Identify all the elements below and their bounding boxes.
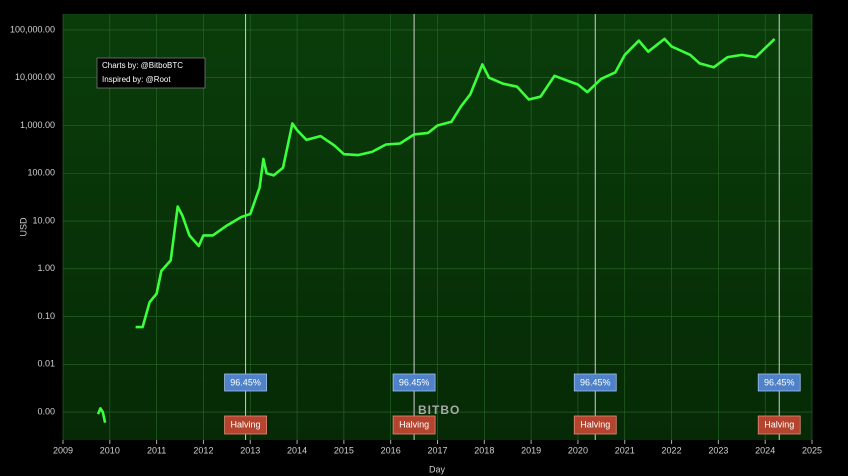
credits-box [96, 57, 206, 89]
x-tick-label: 2024 [755, 445, 775, 455]
y-tick-label: 0.10 [37, 311, 55, 321]
y-tick-label: 10.00 [32, 215, 55, 225]
percent-badge [224, 373, 267, 392]
x-tick-label: 2011 [147, 445, 166, 455]
percent-label: 96.45% [764, 377, 795, 387]
halving-label: Halving [580, 419, 610, 429]
halving-badge [392, 415, 436, 435]
x-tick-label: 2013 [240, 445, 260, 455]
y-tick-label: 0.00 [37, 406, 55, 416]
percent-label: 96.45% [580, 377, 611, 387]
watermark: BITBO [418, 403, 460, 417]
x-tick-label: 2019 [521, 445, 541, 455]
x-tick-label: 2012 [193, 445, 213, 455]
percent-badge [573, 373, 617, 392]
x-tick-label: 2017 [427, 445, 447, 455]
halving-badge [757, 415, 801, 435]
x-tick-label: 2020 [568, 445, 588, 455]
x-tick-label: 2018 [474, 445, 494, 455]
x-tick-label: 2010 [100, 445, 120, 455]
y-tick-label: 0.01 [37, 359, 55, 369]
percent-label: 96.45% [399, 377, 430, 387]
y-tick-label: 1.00 [37, 263, 55, 273]
x-tick-label: 2022 [662, 445, 682, 455]
y-tick-label: 100,000.00 [10, 24, 55, 34]
x-tick-label: 2021 [615, 445, 635, 455]
percent-label: 96.45% [230, 377, 261, 387]
labels: 0.00 0.01 0.10 1.00 10.00 100.00 1,000.00 10,00… [10, 24, 822, 455]
y-tick-label: 10,000.00 [15, 72, 55, 82]
halving-badge [224, 415, 267, 435]
percent-badge [392, 373, 436, 392]
x-tick-label: 2015 [334, 445, 354, 455]
halving-label: Halving [764, 419, 794, 429]
halving-label: Halving [231, 419, 261, 429]
y-tick-label: 100.00 [27, 168, 55, 178]
credit-text: Charts by: @BitboBTC [102, 61, 183, 70]
x-tick-label: 2023 [708, 445, 728, 455]
x-tick-label: 2014 [287, 445, 307, 455]
price-line [96, 37, 776, 423]
marks [96, 14, 780, 440]
x-axis-label: Day [429, 464, 446, 474]
halving-label: Halving [399, 419, 429, 429]
y-tick-label: 1,000.00 [20, 120, 55, 130]
credit-text: Inspired by: @Root [102, 75, 171, 84]
x-tick-label: 2025 [802, 445, 822, 455]
x-tick-label: 2009 [53, 445, 73, 455]
y-axis-label: USD [18, 217, 28, 237]
x-tick-label: 2016 [381, 445, 401, 455]
halving-badge [573, 415, 617, 435]
percent-badge [757, 373, 801, 392]
